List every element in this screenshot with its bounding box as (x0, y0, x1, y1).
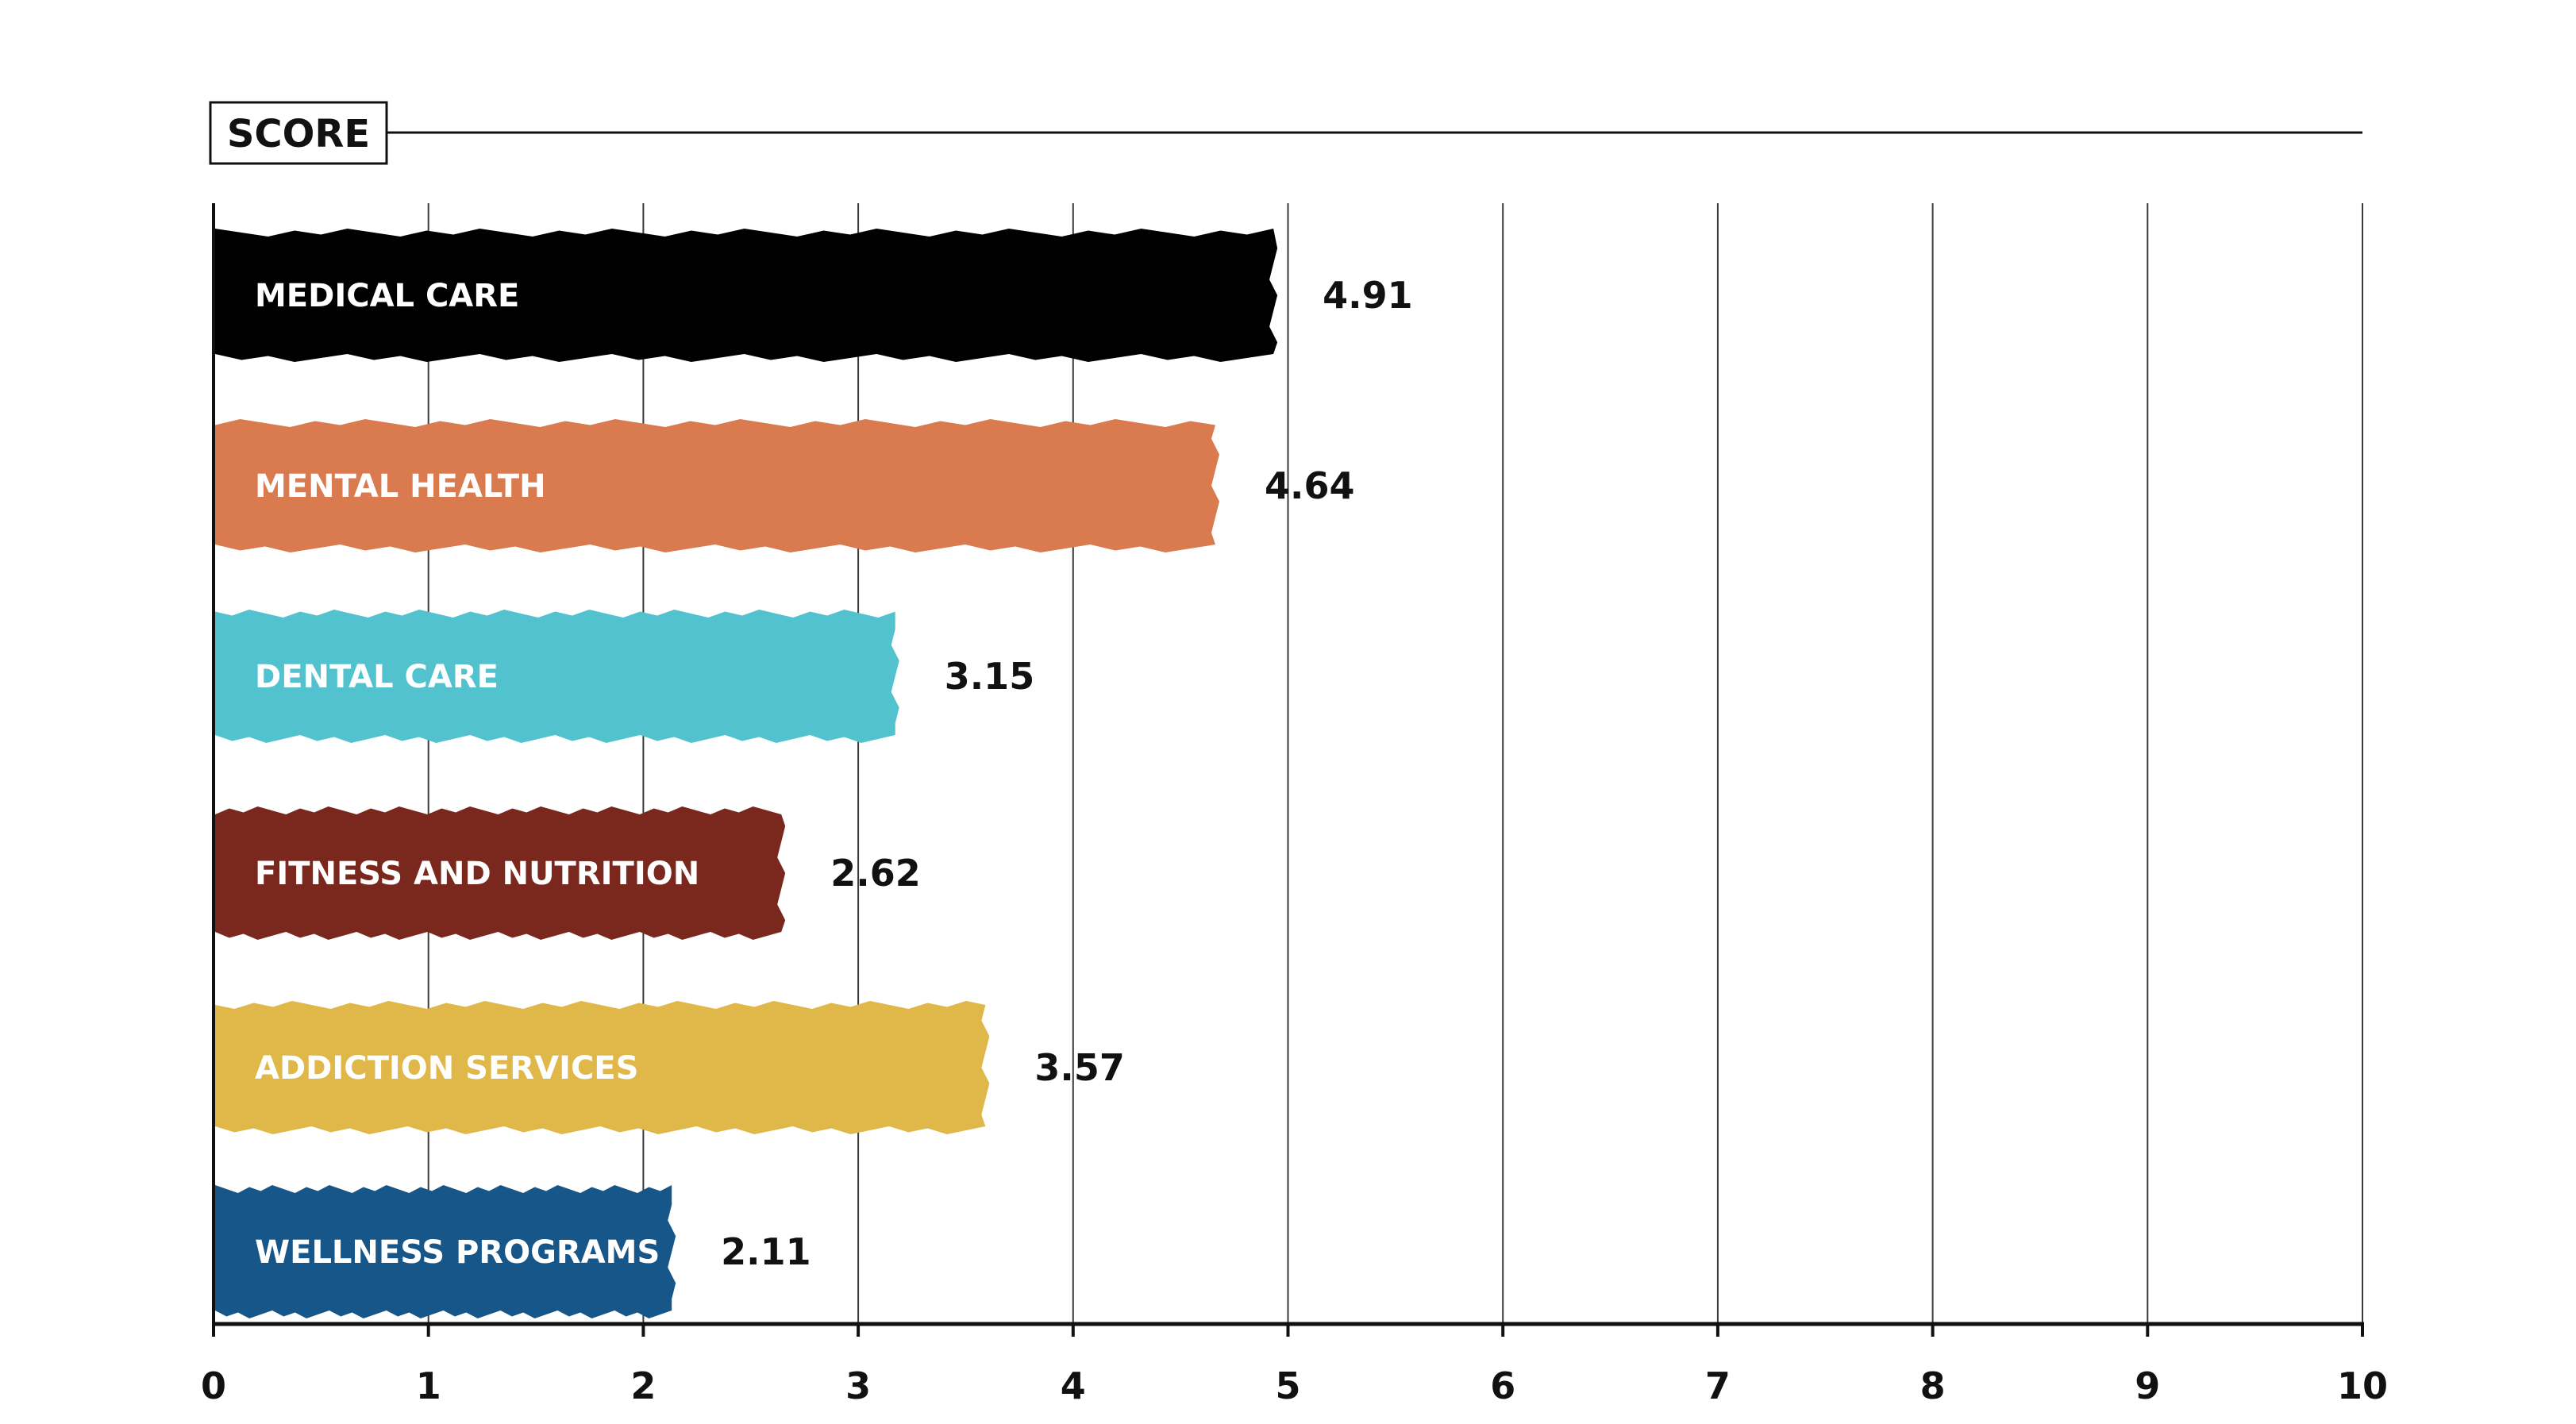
bar-mental-health (215, 419, 1219, 552)
title-group: SCORE (209, 101, 2362, 165)
bar-addiction-services (215, 1001, 990, 1134)
bar-dental-care (215, 610, 899, 743)
value-label-dental-care: 3.15 (945, 655, 1035, 698)
value-label-wellness-programs: 2.11 (721, 1230, 811, 1273)
chart-title: SCORE (227, 112, 370, 156)
x-tick-label-10: 10 (2337, 1364, 2388, 1407)
x-tick-label-4: 4 (1061, 1364, 1086, 1407)
axes (212, 1322, 2364, 1337)
x-tick-label-6: 6 (1490, 1364, 1515, 1407)
bar-fitness-and-nutrition (215, 806, 786, 940)
bar-label-wellness-programs: WELLNESS PROGRAMS (255, 1234, 660, 1271)
x-tick-label-9: 9 (2135, 1364, 2160, 1407)
bar-label-dental-care: DENTAL CARE (255, 659, 499, 695)
bars (215, 229, 1278, 1318)
x-tick-label-1: 1 (416, 1364, 441, 1407)
bar-labels: MEDICAL CARE MENTAL HEALTH DENTAL CARE FITN… (255, 278, 699, 1271)
value-label-medical-care: 4.91 (1323, 274, 1413, 317)
x-tick-label-0: 0 (201, 1364, 226, 1407)
value-label-mental-health: 4.64 (1265, 464, 1355, 507)
bar-label-medical-care: MEDICAL CARE (255, 278, 519, 314)
value-label-fitness-and-nutrition: 2.62 (830, 852, 921, 895)
x-tick-label-7: 7 (1705, 1364, 1731, 1407)
bar-label-fitness-and-nutrition: FITNESS AND NUTRITION (255, 856, 699, 892)
value-label-addiction-services: 3.57 (1034, 1046, 1125, 1089)
x-tick-label-3: 3 (845, 1364, 871, 1407)
x-tick-label-8: 8 (1920, 1364, 1946, 1407)
bar-label-mental-health: MENTAL HEALTH (255, 468, 546, 505)
x-tick-label-2: 2 (630, 1364, 656, 1407)
bar-label-addiction-services: ADDICTION SERVICES (255, 1050, 638, 1087)
grid-lines (212, 203, 2363, 1324)
bar-wellness-programs (215, 1185, 676, 1318)
x-tick-labels: 0 1 2 3 4 5 6 7 8 9 10 (201, 1364, 2388, 1407)
x-tick-label-5: 5 (1275, 1364, 1300, 1407)
value-labels: 4.91 4.64 3.15 2.62 3.57 2.11 (721, 274, 1412, 1273)
bar-medical-care (215, 229, 1278, 362)
